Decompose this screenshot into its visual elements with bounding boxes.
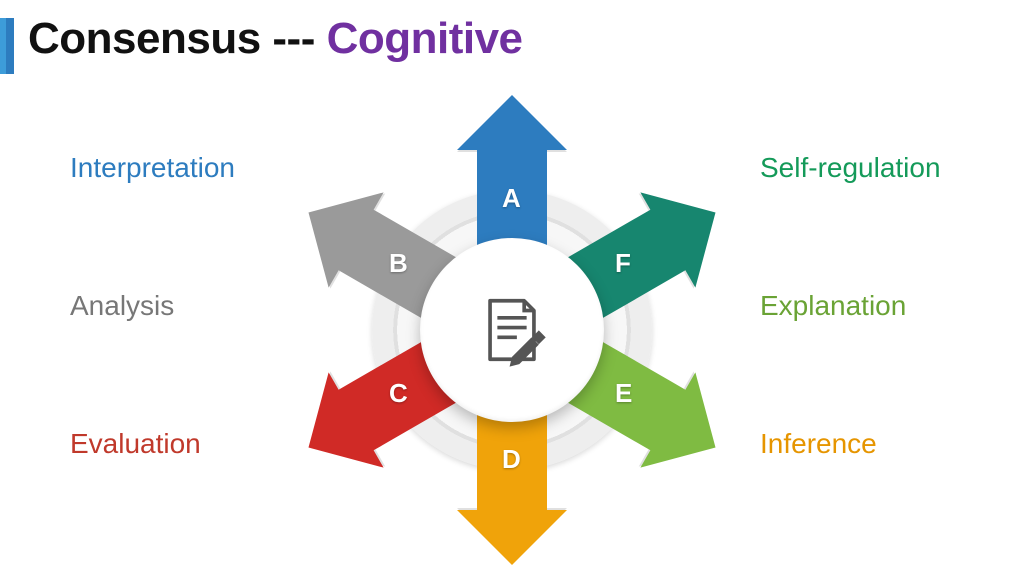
label-evaluation: Evaluation — [70, 428, 201, 460]
arrow-letter-e: E — [615, 378, 632, 409]
slide-title: Consensus --- Cognitive — [28, 14, 523, 64]
arrow-letter-c: C — [389, 378, 408, 409]
arrow-letter-a: A — [502, 183, 521, 214]
label-self-regulation: Self-regulation — [760, 152, 941, 184]
title-part-2: Cognitive — [327, 14, 523, 63]
label-analysis: Analysis — [70, 290, 174, 322]
label-explanation: Explanation — [760, 290, 906, 322]
center-disc — [420, 238, 604, 422]
title-part-1: Consensus — [28, 14, 261, 63]
arrow-letter-b: B — [389, 248, 408, 279]
document-pencil-icon — [473, 291, 551, 369]
arrow-letter-d: D — [502, 444, 521, 475]
label-interpretation: Interpretation — [70, 152, 235, 184]
title-accent-bar — [0, 18, 14, 74]
label-inference: Inference — [760, 428, 877, 460]
arrow-letter-f: F — [615, 248, 631, 279]
title-separator: --- — [261, 14, 327, 63]
slide: Consensus --- Cognitive Interpretation An… — [0, 0, 1024, 576]
